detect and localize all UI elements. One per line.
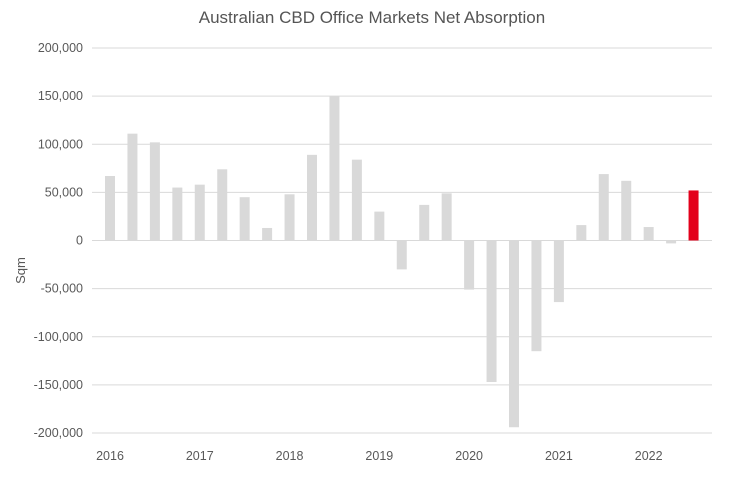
x-tick-label: 2016 bbox=[96, 449, 124, 463]
bar bbox=[239, 197, 250, 241]
x-tick-label: 2017 bbox=[186, 449, 214, 463]
bar bbox=[172, 187, 183, 241]
x-tick-label: 2022 bbox=[635, 449, 663, 463]
y-axis-title: Sqm bbox=[13, 257, 28, 284]
chart-title: Australian CBD Office Markets Net Absorp… bbox=[198, 8, 546, 27]
bar bbox=[262, 227, 273, 241]
bar bbox=[621, 180, 632, 241]
bar bbox=[307, 154, 317, 241]
x-tick-label: 2020 bbox=[455, 449, 483, 463]
bar bbox=[598, 174, 609, 241]
y-tick-label: 100,000 bbox=[38, 137, 83, 151]
bar bbox=[396, 240, 407, 270]
bar bbox=[531, 240, 542, 352]
bar bbox=[688, 190, 699, 241]
bar bbox=[149, 142, 160, 241]
bar bbox=[194, 184, 205, 241]
y-tick-label: -150,000 bbox=[34, 378, 83, 392]
bar bbox=[217, 169, 228, 241]
bar bbox=[441, 193, 452, 241]
x-tick-label: 2019 bbox=[365, 449, 393, 463]
bar bbox=[464, 240, 475, 290]
y-tick-label: 0 bbox=[76, 234, 83, 248]
bar bbox=[419, 204, 430, 241]
bar bbox=[127, 133, 138, 241]
bar bbox=[329, 96, 340, 241]
bar bbox=[284, 194, 295, 241]
bar bbox=[666, 240, 677, 244]
y-tick-label: -50,000 bbox=[41, 282, 83, 296]
bar bbox=[509, 240, 519, 428]
x-tick-label: 2018 bbox=[276, 449, 304, 463]
bar bbox=[576, 225, 587, 241]
bar bbox=[351, 159, 362, 241]
bar bbox=[105, 176, 115, 241]
bar bbox=[374, 211, 385, 241]
y-tick-label: 200,000 bbox=[38, 41, 83, 55]
y-tick-label: 50,000 bbox=[45, 185, 83, 199]
y-tick-label: -100,000 bbox=[34, 330, 83, 344]
bar bbox=[553, 240, 564, 303]
y-tick-label: -200,000 bbox=[34, 426, 83, 440]
bar bbox=[486, 240, 497, 382]
y-tick-label: 150,000 bbox=[38, 89, 83, 103]
x-tick-label: 2021 bbox=[545, 449, 573, 463]
bar bbox=[643, 227, 654, 241]
